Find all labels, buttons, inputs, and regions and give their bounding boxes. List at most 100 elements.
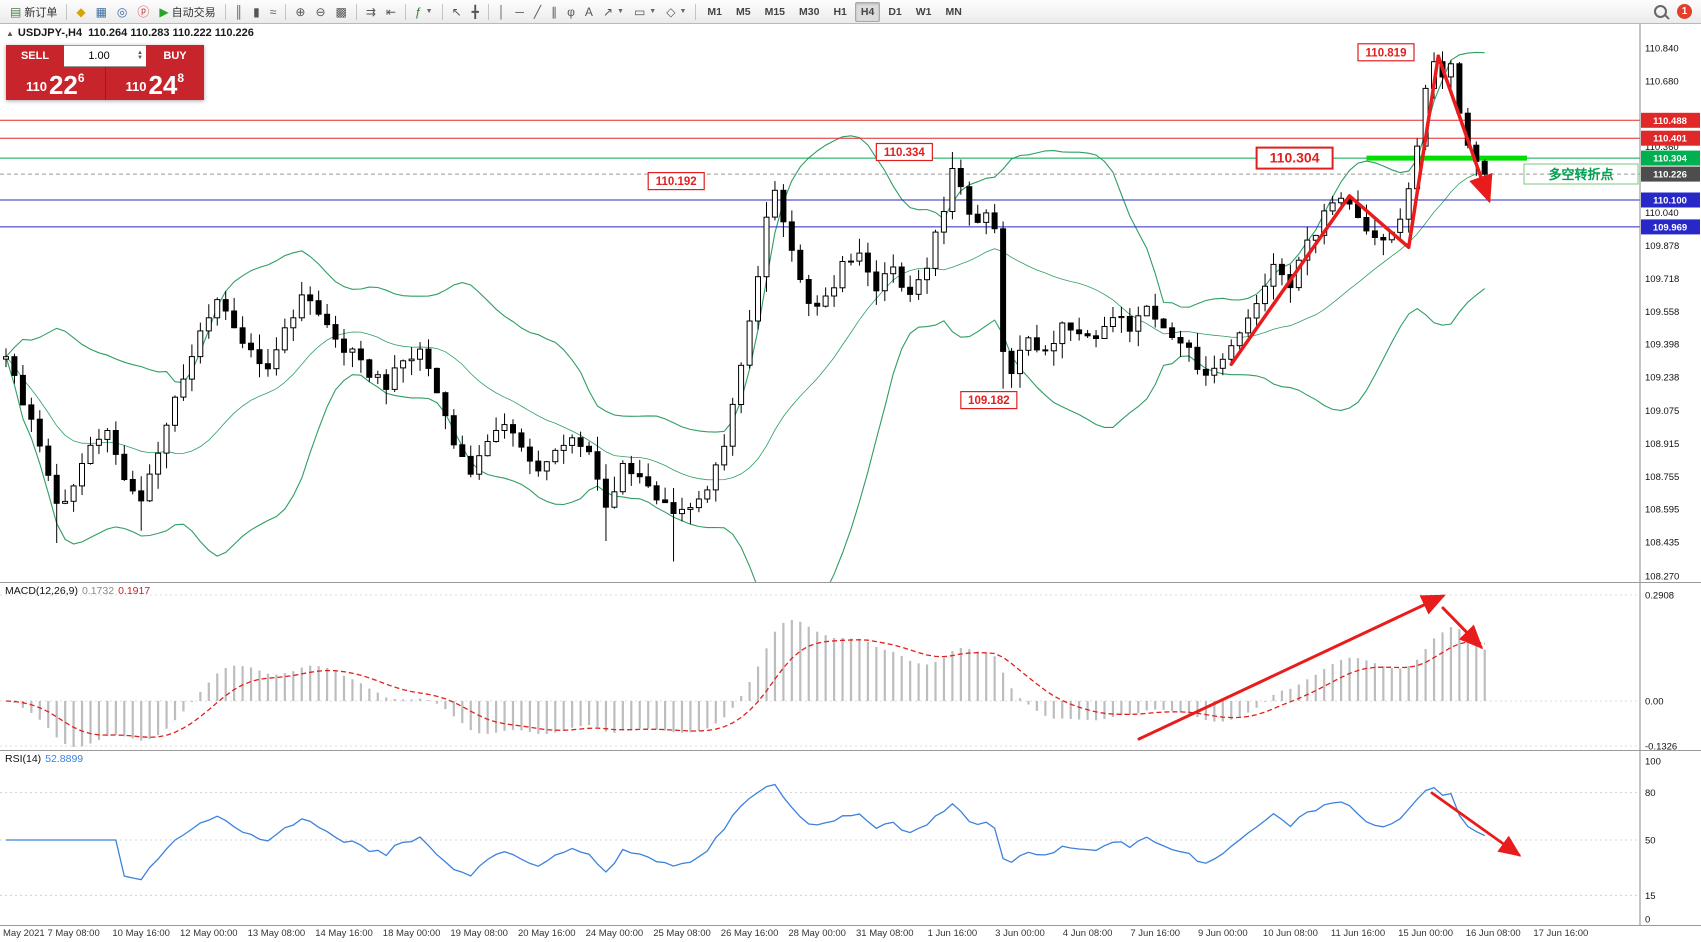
time-label: 10 May 16:00 — [112, 928, 170, 939]
time-label: 18 May 00:00 — [382, 928, 441, 939]
volume-spinner[interactable]: ▲ ▼ — [134, 50, 146, 61]
zoom-in-icon-glyph: ⊕ — [295, 4, 306, 19]
time-label: 9 Jun 00:00 — [1197, 928, 1248, 939]
timeframe-group: M1 M5 M15 M30 H1 H4 D1 W1 MN — [700, 1, 968, 22]
arrow-tool-icon-dropdown-icon[interactable]: ▼ — [617, 8, 624, 15]
bar-chart-icon[interactable]: ║ — [231, 1, 248, 23]
price-tick-label: 110.680 — [1645, 76, 1679, 87]
timeframe-mn[interactable]: MN — [945, 5, 962, 18]
timeframe-m1[interactable]: M1 — [707, 5, 722, 18]
price-tick-label: 109.075 — [1645, 406, 1679, 417]
line-chart-icon[interactable]: ≈ — [266, 1, 281, 23]
new-order-button[interactable]: ▤ 新订单 — [6, 1, 61, 23]
notification-badge[interactable]: 1 — [1677, 4, 1692, 19]
navigator-icon[interactable]: ◎ — [113, 1, 131, 23]
rsi-panel[interactable]: RSI(14) 52.8899 100 80 50 15 0 — [0, 750, 1701, 925]
trend-arrows-layer — [1229, 54, 1493, 367]
arrow-tool-icon[interactable]: ↗ ▼ — [599, 1, 628, 23]
price-flag-box[interactable] — [1255, 146, 1334, 170]
macd-value-main: 0.1732 — [81, 585, 115, 597]
timeframe-h4[interactable]: H4 — [854, 1, 881, 22]
zoom-in-icon[interactable]: ⊕ — [291, 1, 309, 23]
turning-point-text: 多空转折点 — [1548, 167, 1613, 182]
macd-label: MACD(12,26,9) 0.1732 0.1917 — [5, 585, 150, 597]
timeframe-m15[interactable]: M15 — [764, 5, 786, 18]
price-flag-box[interactable] — [647, 172, 705, 191]
text-icon[interactable]: A — [581, 1, 597, 23]
level-lines-layer[interactable] — [0, 119, 1640, 228]
chart-shift-icon[interactable]: ⇤ — [382, 1, 400, 23]
buy-button[interactable]: BUY — [146, 45, 204, 67]
price-tick-label: 110.360 — [1645, 142, 1679, 153]
toolbar-separator — [355, 3, 357, 20]
trade-prices: 110 22 6 110 24 8 — [6, 67, 204, 100]
spin-up-icon[interactable]: ▲ — [137, 50, 143, 56]
cycle-lines-icon[interactable]: ◇ ▼ — [662, 1, 690, 23]
candles-layer — [3, 51, 1488, 562]
search-icon[interactable] — [1654, 5, 1667, 18]
new-order-button-glyph: ▤ — [10, 4, 22, 19]
indicators-icon[interactable]: ƒ ▼ — [411, 1, 437, 23]
crosshair-icon[interactable]: ╋ — [468, 1, 483, 23]
marketwatch-icon[interactable]: ◆ — [72, 1, 89, 23]
vertical-line-icon[interactable]: │ — [494, 1, 510, 23]
time-label: 1 Jun 16:00 — [927, 928, 978, 939]
price-tag — [1641, 192, 1700, 208]
toolbar-separator — [404, 3, 406, 20]
price-flag-box[interactable] — [875, 142, 933, 162]
timeframe-m30[interactable]: M30 — [799, 5, 820, 18]
price-flag-box[interactable] — [1357, 43, 1415, 62]
horizontal-line-icon[interactable]: ─ — [511, 1, 528, 23]
channel-icon[interactable]: ∥ — [547, 1, 561, 23]
candlestick-chart-icon[interactable]: ▮ — [249, 1, 264, 23]
auto-scroll-icon[interactable]: ⇉ — [362, 1, 380, 23]
turning-point-box[interactable] — [1523, 163, 1639, 185]
fibonacci-icon[interactable]: φ — [563, 1, 579, 23]
fibonacci-icon-glyph: φ — [567, 4, 575, 19]
cursor-icon-glyph: ↖ — [451, 4, 462, 19]
timeframe-h1[interactable]: H1 — [833, 5, 847, 18]
shapes-icon-dropdown-icon[interactable]: ▼ — [649, 8, 657, 15]
community-icon[interactable]: ⓟ — [133, 1, 153, 23]
indicators-icon-dropdown-icon[interactable]: ▼ — [425, 8, 433, 15]
price-tag — [1641, 166, 1700, 182]
sell-button[interactable]: SELL — [6, 45, 64, 67]
trendline-icon[interactable]: ╱ — [530, 1, 545, 23]
timeframe-m5[interactable]: M5 — [735, 5, 751, 18]
macd-panel[interactable]: MACD(12,26,9) 0.1732 0.1917 0.2908 0.00 -0.1… — [0, 582, 1701, 750]
price-chart-panel[interactable]: ▲ USDJPY-,H4 110.264 110.283 110.222 110.2… — [0, 24, 1701, 582]
cursor-icon[interactable]: ↖ — [448, 1, 466, 23]
price-tick-label: 109.398 — [1645, 340, 1679, 351]
time-axis[interactable]: May 2021 7 May 08:00 10 May 16:00 12 May 00… — [0, 925, 1701, 942]
line-chart-icon-glyph: ≈ — [269, 4, 277, 19]
autotrading-button[interactable]: ▶ 自动交易 — [155, 1, 219, 23]
cycle-lines-icon-dropdown-icon[interactable]: ▼ — [679, 8, 687, 15]
candlestick-chart[interactable]: 110.819 110.334 110.304 110.192 109.182 多空转折点… — [0, 24, 1701, 582]
macd-value-signal: 0.1917 — [118, 585, 151, 597]
price-tick-label: 109.558 — [1645, 307, 1679, 318]
rsi-chart[interactable]: 100 80 50 15 0 — [0, 751, 1701, 925]
rsi-value: 52.8899 — [45, 753, 84, 765]
data-window-icon-glyph: ▦ — [95, 4, 107, 19]
data-window-icon[interactable]: ▦ — [92, 1, 111, 23]
volume-input[interactable] — [64, 49, 135, 63]
buy-price[interactable]: 110 24 8 — [104, 67, 205, 100]
shapes-icon[interactable]: ▭ ▼ — [630, 1, 660, 23]
collapse-arrow-icon[interactable]: ▲ — [6, 29, 14, 38]
time-label: May 2021 — [3, 928, 45, 939]
spin-down-icon[interactable]: ▼ — [137, 55, 143, 61]
sell-price[interactable]: 110 22 6 — [6, 67, 105, 100]
price-flag-box[interactable] — [960, 391, 1018, 410]
timeframe-w1[interactable]: W1 — [915, 5, 932, 18]
macd-chart[interactable]: 0.2908 0.00 -0.1326 — [0, 583, 1701, 750]
price-scale[interactable]: 110.840 110.680 110.360 110.040 109.878 109.7… — [1639, 24, 1700, 582]
timeframe-d1[interactable]: D1 — [888, 5, 902, 18]
price-tick-label: 108.755 — [1645, 472, 1679, 483]
rsi-scale-label: 0 — [1645, 915, 1650, 926]
zoom-out-icon[interactable]: ⊖ — [311, 1, 329, 23]
buy-price-main: 110 — [125, 79, 147, 94]
tile-windows-icon[interactable]: ▩ — [332, 1, 351, 23]
one-click-trade-widget: SELL ▲▼ BUY 110 22 6 110 24 8 — [6, 45, 204, 100]
price-flag-text: 109.182 — [968, 395, 1010, 407]
time-label: 15 Jun 00:00 — [1398, 928, 1454, 939]
